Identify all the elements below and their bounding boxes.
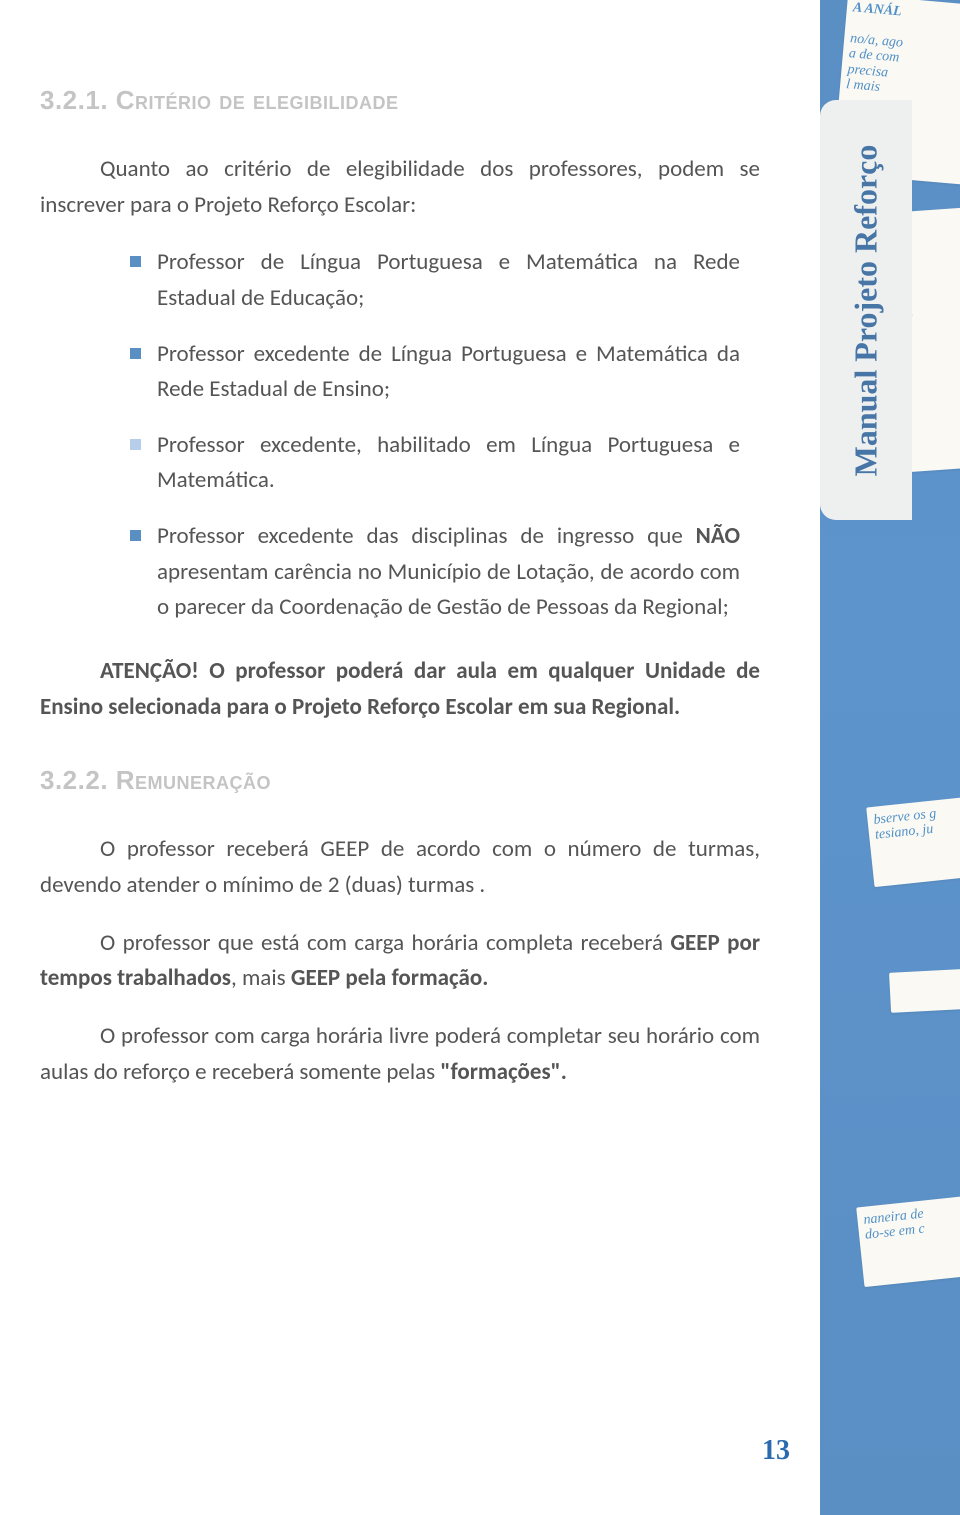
para-text: O professor que está com carga horária c… xyxy=(100,929,670,957)
paper-scrap: naneira de do-se em c xyxy=(856,1193,960,1287)
para-bold: "formações". xyxy=(440,1058,566,1086)
body-paragraph: O professor receberá GEEP de acordo com … xyxy=(40,832,760,903)
bullet-text-part: apresentam carência no Município de Lota… xyxy=(157,558,740,622)
main-content: 3.2.1. Critério de elegibilidade Quanto … xyxy=(40,85,760,1112)
section-heading: 3.2.1. Critério de elegibilidade xyxy=(40,85,760,116)
bullet-text: Professor excedente de Língua Portuguesa… xyxy=(157,337,740,408)
para-bold: GEEP pela formação. xyxy=(291,964,489,992)
bullet-text: Professor excedente, habilitado em Língu… xyxy=(157,428,740,499)
bullet-square-icon xyxy=(130,256,141,267)
list-item: Professor excedente das disciplinas de i… xyxy=(130,519,740,626)
bullet-text: Professor excedente das disciplinas de i… xyxy=(157,519,740,626)
intro-paragraph: Quanto ao critério de elegibilidade dos … xyxy=(40,152,760,223)
paper-scrap: bserve os g tesiano, ju xyxy=(866,793,960,887)
bullet-list: Professor de Língua Portuguesa e Matemát… xyxy=(130,245,740,626)
body-paragraph: O professor que está com carga horária c… xyxy=(40,926,760,997)
page-number: 13 xyxy=(762,1435,790,1467)
attention-paragraph: ATENÇÃO! O professor poderá dar aula em … xyxy=(40,654,760,725)
side-tab-label: Manual Projeto Reforço xyxy=(848,144,885,476)
bullet-text-bold: NÃO xyxy=(696,522,740,550)
bullet-text: Professor de Língua Portuguesa e Matemát… xyxy=(157,245,740,316)
list-item: Professor excedente, habilitado em Língu… xyxy=(130,428,740,499)
bullet-square-icon xyxy=(130,439,141,450)
section-heading: 3.2.2. Remuneração xyxy=(40,765,760,796)
paper-scrap xyxy=(889,967,960,1013)
page: A ANÁL no/a, ago a de com precisa l mais… xyxy=(0,0,960,1515)
scrap-text: A ANÁL xyxy=(852,0,960,27)
para-text: O professor com carga horária livre pode… xyxy=(40,1022,760,1086)
list-item: Professor de Língua Portuguesa e Matemát… xyxy=(130,245,740,316)
bullet-square-icon xyxy=(130,348,141,359)
para-text: , mais xyxy=(231,964,291,992)
body-paragraph: O professor com carga horária livre pode… xyxy=(40,1019,760,1090)
bullet-square-icon xyxy=(130,530,141,541)
side-tab: Manual Projeto Reforço xyxy=(820,100,912,520)
list-item: Professor excedente de Língua Portuguesa… xyxy=(130,337,740,408)
bullet-text-part: Professor excedente das disciplinas de i… xyxy=(157,522,696,550)
